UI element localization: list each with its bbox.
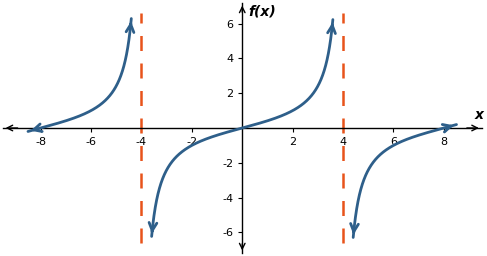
- Text: f(x): f(x): [248, 5, 276, 18]
- Text: x: x: [475, 108, 484, 122]
